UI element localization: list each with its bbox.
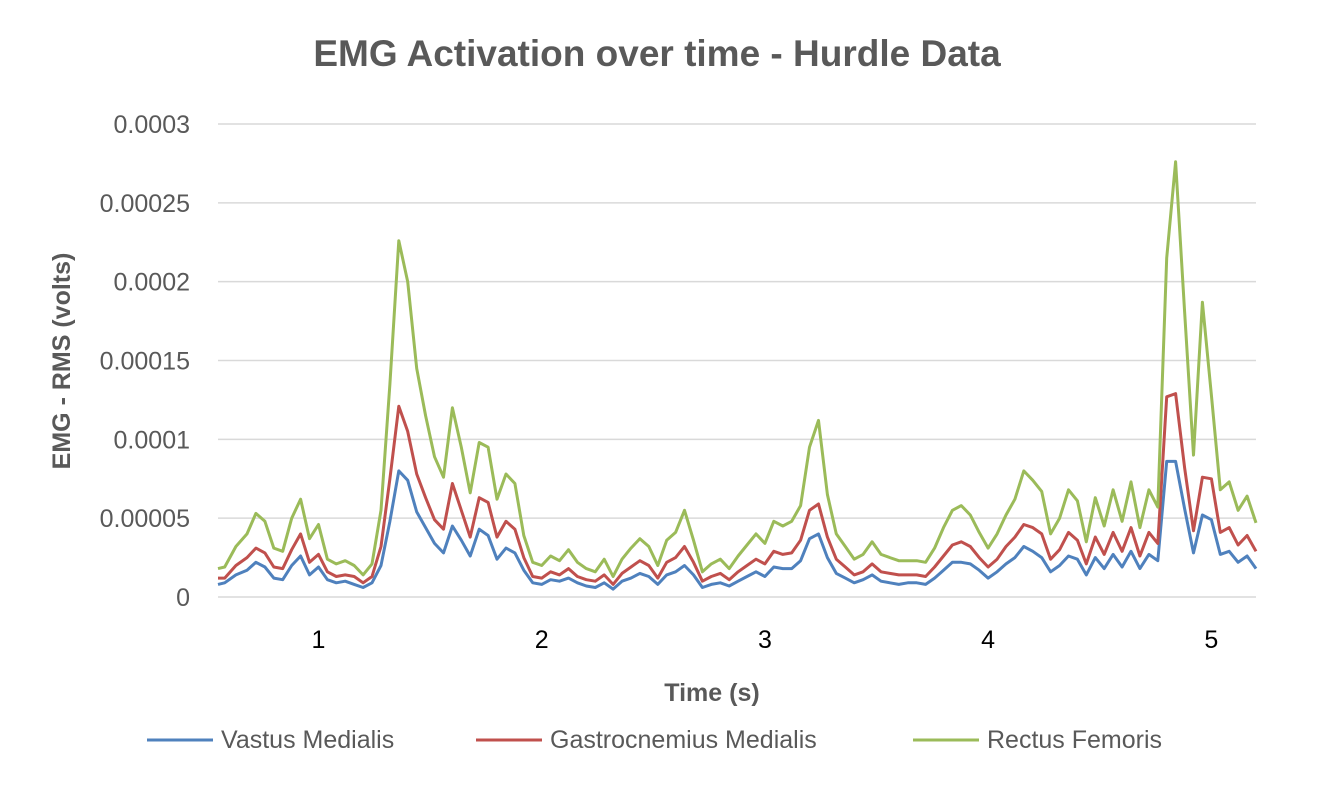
x-tick-label: 3 — [758, 626, 772, 654]
y-axis-ticks: 0 0.00005 0.0001 0.00015 0.0002 0.00025 0.0003 — [100, 111, 190, 612]
legend-item-vastus-medialis: Vastus Medialis — [147, 726, 394, 754]
y-axis-label: EMG - RMS (volts) — [48, 253, 76, 470]
y-tick-label: 0.00025 — [100, 190, 190, 218]
x-tick-label: 5 — [1204, 626, 1218, 654]
y-tick-label: 0.00005 — [100, 505, 190, 533]
x-tick-label: 4 — [981, 626, 995, 654]
legend: Vastus Medialis Gastrocnemius Medialis Rec… — [147, 726, 1162, 754]
series-line-gastrocnemius-medialis — [218, 392, 1258, 586]
legend-label: Rectus Femoris — [987, 726, 1162, 754]
legend-item-gastrocnemius-medialis: Gastrocnemius Medialis — [476, 726, 817, 754]
series-line-vastus-medialis — [217, 459, 1258, 591]
legend-label: Vastus Medialis — [221, 726, 394, 754]
y-tick-label: 0.0002 — [114, 269, 190, 297]
series-lines — [217, 160, 1258, 591]
chart-title: EMG Activation over time - Hurdle Data — [313, 33, 1001, 74]
legend-item-rectus-femoris: Rectus Femoris — [913, 726, 1162, 754]
y-tick-label: 0 — [176, 584, 190, 612]
x-axis-ticks: 1 2 3 4 5 — [311, 626, 1218, 654]
y-tick-label: 0.0001 — [114, 426, 190, 454]
y-tick-label: 0.00015 — [100, 348, 190, 376]
x-tick-label: 2 — [535, 626, 549, 654]
x-tick-label: 1 — [311, 626, 325, 654]
legend-label: Gastrocnemius Medialis — [550, 726, 817, 754]
x-axis-label: Time (s) — [664, 679, 759, 707]
y-tick-label: 0.0003 — [114, 111, 190, 139]
gridlines — [218, 123, 1256, 598]
series-line-rectus-femoris — [217, 160, 1258, 578]
